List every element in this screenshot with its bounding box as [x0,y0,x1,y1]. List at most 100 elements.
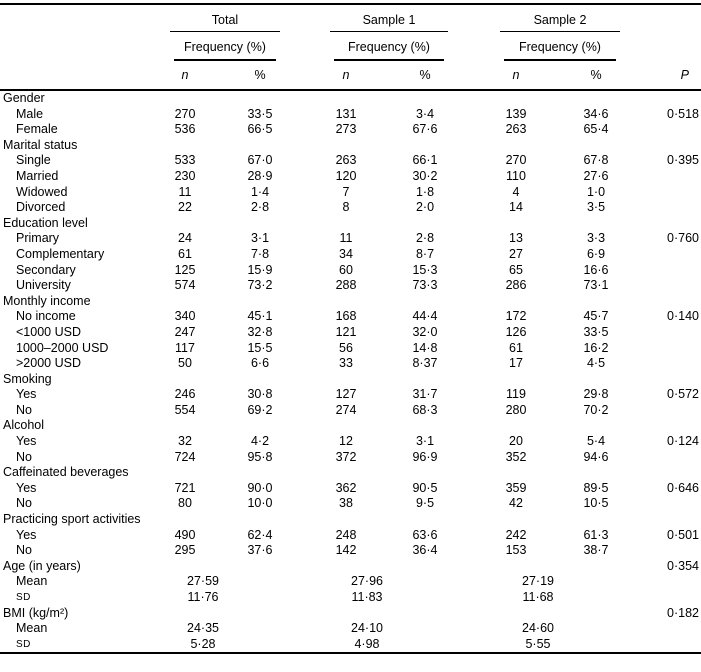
n-cell: 13 [509,231,523,246]
percent-cell: 37·6 [247,543,273,558]
n-cell: 172 [505,309,527,324]
table-row: Yes 490 62·4 248 63·6 242 61·3 0·501 [0,528,701,544]
p-value-cell [640,372,701,388]
row-label: No income [16,309,76,324]
percent-cell: 6·6 [250,356,270,371]
percent-cell [220,90,300,107]
n-cell [310,90,382,107]
percent-cell [220,418,300,434]
spacer-cell [300,341,310,357]
n-cell [480,418,552,434]
row-label: SD [16,638,31,650]
category-row: Alcohol [0,418,701,434]
spacer-cell [300,185,310,201]
n-cell [310,559,382,575]
percent-cell [382,418,468,434]
percent-cell: 68·3 [412,402,438,417]
percent-cell: 9·5 [415,496,435,511]
n-cell: 359 [505,480,527,495]
mean-sd-cell: 24·35 [187,621,219,636]
percent-cell [552,512,640,528]
p-value-cell: 0·140 [667,309,699,324]
n-cell: 24 [178,231,192,246]
spacer-cell [468,278,480,294]
n-cell: 34 [339,246,353,261]
n-cell: 125 [174,262,196,277]
p-value-cell [640,512,701,528]
spacer-cell [300,465,310,481]
percent-cell: 62·4 [247,527,273,542]
spacer-cell [468,4,480,32]
spacer-cell [468,247,480,263]
p-value-cell [640,465,701,481]
n-cell [480,138,552,154]
percent-cell: 61·3 [583,527,609,542]
n-cell: 126 [505,324,527,339]
mean-sd-cell: 4·98 [354,636,380,651]
n-cell: 142 [335,543,357,558]
percent-cell: 73·1 [583,278,609,293]
n-cell: 263 [505,122,527,137]
percent-cell: 69·2 [247,402,273,417]
spacer-cell [468,294,480,310]
table-row: Mean 24·35 24·10 24·60 [0,621,701,637]
percent-cell: 33·5 [583,324,609,339]
category-row: Monthly income [0,294,701,310]
spacer-cell [468,61,480,91]
mean-sd-cell: 24·60 [522,621,554,636]
frequency-header-sample1: Frequency (%) [310,32,468,61]
percent-cell: 36·4 [412,543,438,558]
n-cell: 32 [178,434,192,449]
percent-cell: 8·37 [412,356,438,371]
percent-cell: 67·0 [247,153,273,168]
category-row: Smoking [0,372,701,388]
percent-cell: 4·2 [250,434,270,449]
n-cell: 270 [505,153,527,168]
row-label: Widowed [16,184,68,199]
percent-cell [552,294,640,310]
percent-cell: 32·8 [247,324,273,339]
n-cell: 11 [178,184,192,199]
table-row: No income 340 45·1 168 44·4 172 45·7 0·140 [0,309,701,325]
n-cell: 554 [174,402,196,417]
category-row: Marital status [0,138,701,154]
percent-cell [552,559,640,575]
mean-sd-cell: 11·68 [522,590,554,604]
p-value-cell [640,341,701,357]
p-value-cell [640,543,701,559]
percent-cell: 1·8 [415,184,435,199]
spacer-cell [468,496,480,512]
percent-cell: 34·6 [583,106,609,121]
spacer-cell [468,107,480,123]
row-label: Divorced [16,200,66,215]
p-value-cell [640,356,701,372]
p-value-cell [640,450,701,466]
spacer-cell [468,637,480,654]
spacer-cell [300,387,310,403]
percent-cell [552,418,640,434]
percent-cell [220,294,300,310]
n-cell [480,512,552,528]
spacer-cell [300,606,310,622]
n-cell: 273 [335,122,357,137]
p-value-cell [640,247,701,263]
percent-cell: 66·5 [247,122,273,137]
percent-cell: 10·5 [583,496,609,511]
table-row: <1000 USD 247 32·8 121 32·0 126 33·5 [0,325,701,341]
table-row: No 724 95·8 372 96·9 352 94·6 [0,450,701,466]
category-label: Caffeinated beverages [3,465,129,480]
group-header-sample2-label: Sample 2 [500,11,620,32]
spacer-cell [300,512,310,528]
spacer-cell [300,309,310,325]
percent-cell: 90·0 [247,480,273,495]
n-cell [310,294,382,310]
category-row: Education level [0,216,701,232]
n-cell: 536 [174,122,196,137]
spacer-cell [468,169,480,185]
percent-cell [382,216,468,232]
spacer-cell [468,372,480,388]
n-cell: 11 [339,231,353,246]
frequency-header-total-label: Frequency (%) [174,38,276,61]
row-label: Married [16,168,59,183]
n-cell: 230 [174,168,196,183]
